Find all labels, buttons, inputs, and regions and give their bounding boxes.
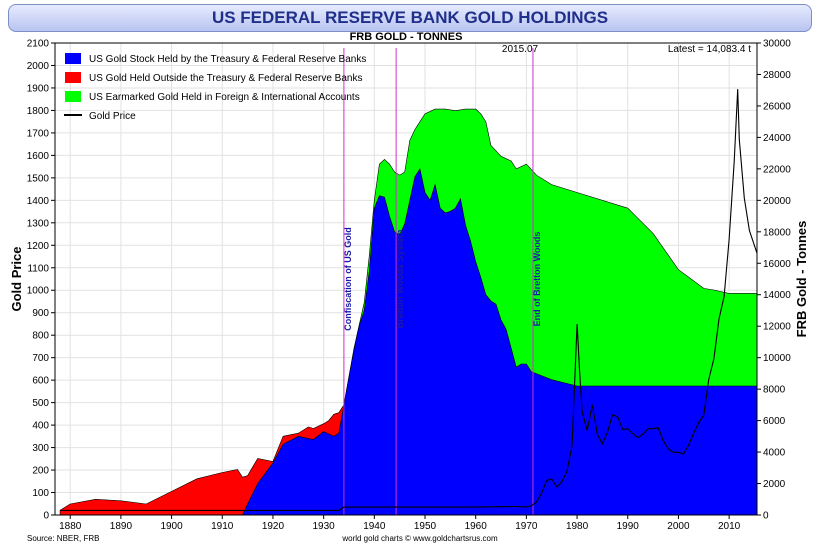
y-left-tick-label: 100 bbox=[32, 488, 49, 499]
y-left-tick-label: 1400 bbox=[27, 196, 50, 207]
y-axis-left-label: Gold Price bbox=[9, 246, 24, 311]
y-left-tick-label: 500 bbox=[32, 398, 49, 409]
y-left-tick-label: 400 bbox=[32, 421, 49, 432]
legend: US Gold Stock Held by the Treasury & Fed… bbox=[64, 53, 366, 122]
gold-price-line-group bbox=[60, 89, 758, 511]
y-right-tick-label: 14000 bbox=[763, 290, 791, 301]
footer-label: world gold charts © www.goldchartsrus.co… bbox=[341, 534, 498, 543]
y-right-tick-label: 26000 bbox=[763, 101, 791, 112]
y-left-tick-label: 600 bbox=[32, 376, 49, 387]
y-right-tick-label: 6000 bbox=[763, 416, 786, 427]
x-tick-label: 1970 bbox=[515, 521, 538, 532]
y-left-tick-label: 200 bbox=[32, 466, 49, 477]
legend-swatch bbox=[65, 91, 81, 102]
legend-entry-label: Gold Price bbox=[89, 111, 136, 122]
annotation-label: Bretton Woods System bbox=[395, 230, 405, 329]
y-left-tick-label: 1300 bbox=[27, 218, 50, 229]
y-left-tick-label: 1500 bbox=[27, 173, 50, 184]
x-tick-label: 2010 bbox=[718, 521, 741, 532]
x-tick-label: 1960 bbox=[465, 521, 488, 532]
legend-entry-label: US Gold Held Outside the Treasury & Fede… bbox=[89, 73, 362, 84]
y-left-tick-label: 2000 bbox=[27, 61, 50, 72]
y-right-tick-label: 0 bbox=[763, 511, 769, 522]
x-tick-label: 1910 bbox=[211, 521, 234, 532]
y-right-tick-label: 16000 bbox=[763, 259, 791, 270]
y-right-tick-label: 12000 bbox=[763, 322, 791, 333]
y-left-tick-label: 2100 bbox=[27, 39, 50, 50]
y-left-tick-label: 1900 bbox=[27, 83, 50, 94]
y-right-tick-label: 10000 bbox=[763, 353, 791, 364]
annotation-group: Confiscation of US Gold Bretton Woods Sys… bbox=[343, 48, 542, 515]
latest-value-label: Latest = 14,083.4 t bbox=[668, 44, 751, 55]
chart-title: US FEDERAL RESERVE BANK GOLD HOLDINGS bbox=[8, 4, 812, 32]
date-label: 2015.07 bbox=[502, 44, 539, 55]
y-left-tick-label: 900 bbox=[32, 308, 49, 319]
y-left-tick-label: 1100 bbox=[27, 263, 49, 274]
x-tick-label: 1990 bbox=[617, 521, 640, 532]
x-tick-label: 1950 bbox=[414, 521, 437, 532]
y-left-tick-label: 1200 bbox=[27, 241, 50, 252]
y-right-tick-label: 24000 bbox=[763, 133, 791, 144]
y-left-tick-label: 700 bbox=[32, 353, 49, 364]
y-left-tick-label: 1700 bbox=[27, 128, 50, 139]
area-us-gold-stock-held-by-the-treasury-federal-reserve-banks bbox=[60, 168, 758, 516]
annotation-label: Confiscation of US Gold bbox=[343, 227, 353, 331]
x-tick-label: 1980 bbox=[566, 521, 589, 532]
gold-price-line bbox=[60, 89, 758, 511]
y-right-tick-label: 28000 bbox=[763, 70, 791, 81]
y-right-tick-label: 20000 bbox=[763, 196, 791, 207]
x-tick-label: 1880 bbox=[59, 521, 82, 532]
legend-swatch bbox=[65, 72, 81, 83]
y-left-tick-label: 0 bbox=[43, 511, 49, 522]
y-left-tick-label: 1000 bbox=[27, 286, 50, 297]
y-right-tick-label: 22000 bbox=[763, 164, 791, 175]
y-left-tick-label: 1800 bbox=[27, 106, 50, 117]
y-right-tick-label: 30000 bbox=[763, 39, 791, 50]
y-left-tick-label: 800 bbox=[32, 331, 49, 342]
x-tick-label: 1940 bbox=[363, 521, 386, 532]
y-left-tick-label: 1600 bbox=[27, 151, 50, 162]
annotation-label: End of Bretton Woods bbox=[532, 232, 542, 327]
x-tick-label: 1920 bbox=[262, 521, 285, 532]
chart-subtitle: FRB GOLD - TONNES bbox=[350, 31, 463, 43]
y-right-tick-label: 2000 bbox=[763, 479, 786, 490]
legend-swatch bbox=[65, 53, 81, 64]
y-right-tick-label: 8000 bbox=[763, 385, 786, 396]
y-axis-right-label: FRB Gold - Tonnes bbox=[794, 221, 809, 338]
source-label: Source: NBER, FRB bbox=[27, 534, 99, 543]
plot-frame bbox=[54, 42, 758, 516]
x-tick-label: 1900 bbox=[160, 521, 183, 532]
area-series-group bbox=[59, 108, 758, 516]
legend-entry-label: US Earmarked Gold Held in Foreign & Inte… bbox=[89, 92, 360, 103]
x-tick-label: 1930 bbox=[313, 521, 336, 532]
legend-entry-label: US Gold Stock Held by the Treasury & Fed… bbox=[89, 54, 366, 65]
x-tick-label: 1890 bbox=[110, 521, 133, 532]
y-left-tick-label: 300 bbox=[32, 443, 49, 454]
x-tick-label: 2000 bbox=[667, 521, 690, 532]
axis-ticks-group: 0 100 200 300 400 500 600 700 800 900 1000 1100 1200… bbox=[27, 39, 791, 533]
y-right-tick-label: 4000 bbox=[763, 448, 786, 459]
y-right-tick-label: 18000 bbox=[763, 227, 791, 238]
